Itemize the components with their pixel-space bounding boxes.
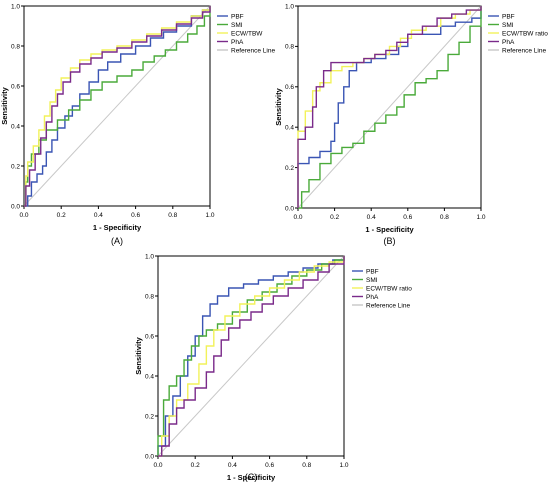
y-tick-label: 0.8 [11,43,20,50]
x-tick-label: 0.0 [19,212,28,219]
x-tick-label: 0.0 [293,214,302,221]
y-tick-label: 0.6 [11,83,20,90]
legend-label: PhA [502,39,515,46]
y-tick-label: 0.0 [11,203,20,210]
y-tick-label: 0.2 [11,163,20,170]
y-tick-label: 0.2 [145,413,154,420]
y-axis-title: Sensitivity [0,86,9,124]
x-tick-label: 0.8 [302,462,311,469]
x-tick-label: 0.2 [57,212,66,219]
series-line-pha [24,6,211,207]
legend-label: PBF [231,13,244,20]
y-tick-label: 0.4 [145,373,154,380]
x-tick-label: 1.0 [476,214,485,221]
x-tick-label: 0.6 [131,212,140,219]
panel-a: 0.0 0.2 0.4 0.6 0.8 1.0 0.0 0.2 0.4 0.6 0.8 1.0 1 - … [0,3,275,246]
y-tick-label: 0.4 [285,125,294,132]
plot-frame [157,255,345,457]
x-tick-label: 0.2 [330,214,339,221]
series-line-pbf [24,6,211,207]
legend-label: PhA [231,39,244,46]
y-tick-label: 0.6 [145,333,154,340]
plot-frame [23,5,211,207]
x-tick-label: 0.0 [153,462,162,469]
x-tick-label: 0.4 [228,462,237,469]
panel-c: 0.0 0.2 0.4 0.6 0.8 1.0 0.0 0.2 0.4 0.6 0.8 1.0 1 - … [134,253,412,482]
legend-label: PBF [366,268,379,275]
legend-label: ECW/TBW ratio [502,30,548,37]
x-tick-label: 1.0 [339,462,348,469]
x-axis-title: 1 - Specificity [93,223,142,232]
y-tick-label: 0.8 [145,293,154,300]
y-axis-title: Sensitivity [134,336,143,374]
legend-label: PBF [502,13,515,20]
legend-label: ECW/TBW [231,30,263,37]
reference-line [157,255,345,457]
x-axis-title: 1 - Specificity [227,473,276,482]
series-line-pha [158,256,345,457]
panel-b: 0.0 0.2 0.4 0.6 0.8 1.0 0.0 0.2 0.4 0.6 0.8 1.0 1 - … [274,3,548,246]
reference-line [297,5,482,209]
y-tick-label: 0.4 [11,123,20,130]
x-axis-title: 1 - Specificity [365,225,414,234]
x-tick-label: 0.8 [168,212,177,219]
legend-label: SMI [502,22,514,29]
x-tick-label: 0.6 [265,462,274,469]
legend-label: PhA [366,294,379,301]
y-tick-label: 1.0 [285,3,294,10]
series-line-pbf [157,256,345,456]
y-tick-label: 0.0 [145,453,154,460]
panel-label: (C) [245,472,258,482]
x-tick-label: 0.4 [367,214,376,221]
legend-label: Reference Line [502,47,546,54]
y-tick-label: 1.0 [11,3,20,10]
y-axis-title: Sensitivity [274,87,283,125]
y-tick-label: 0.2 [285,165,294,172]
panel-label: (A) [111,236,123,246]
y-tick-label: 0.6 [285,84,294,91]
y-tick-label: 0.8 [285,44,294,51]
y-tick-label: 1.0 [145,253,154,260]
legend-label: SMI [231,22,243,29]
series-line-pha [297,6,482,208]
legend-label: Reference Line [366,302,410,309]
reference-line [23,5,211,207]
series-line-smi [298,6,482,209]
legend-label: SMI [366,277,378,284]
x-tick-label: 0.8 [440,214,449,221]
y-tick-label: 0.0 [285,205,294,212]
panel-label: (B) [384,236,396,246]
x-tick-label: 1.0 [205,212,214,219]
x-tick-label: 0.4 [94,212,103,219]
legend-label: Reference Line [231,47,275,54]
plot-frame [297,5,482,209]
legend-label: ECW/TBW ratio [366,285,412,292]
x-tick-label: 0.6 [403,214,412,221]
x-tick-label: 0.2 [191,462,200,469]
